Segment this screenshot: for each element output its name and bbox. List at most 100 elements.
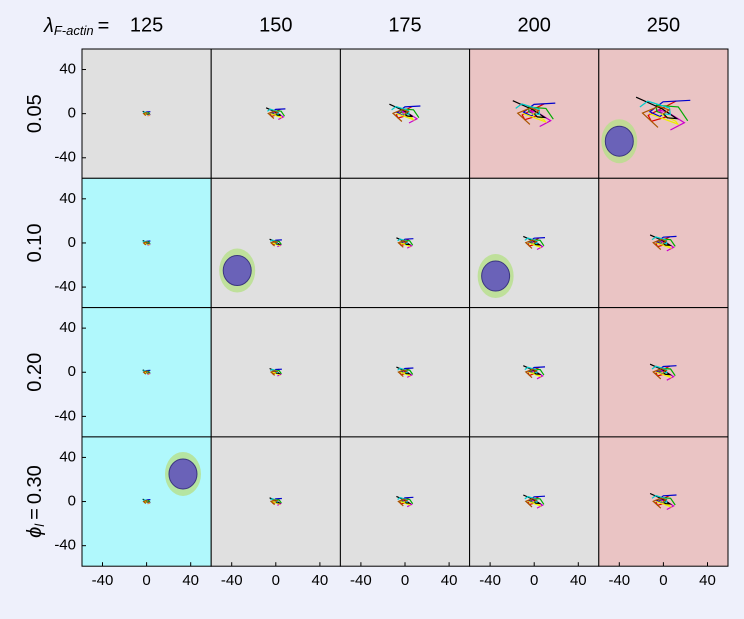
trajectory xyxy=(524,495,538,503)
column-label: 150 xyxy=(259,14,292,36)
row-equals: = xyxy=(24,508,46,520)
y-tick-label: 0 xyxy=(68,363,76,380)
trajectory xyxy=(649,363,673,376)
trajectory xyxy=(656,371,673,379)
trajectory xyxy=(397,369,409,378)
trajectory xyxy=(396,112,415,121)
trajectory xyxy=(512,100,547,119)
row-label: 0.05 xyxy=(24,94,46,133)
trajectory xyxy=(396,105,421,117)
trajectory xyxy=(655,494,677,504)
x-tick-label: -40 xyxy=(221,572,243,589)
y-tick-label: 0 xyxy=(68,105,76,122)
trajectory xyxy=(400,500,412,507)
trajectory xyxy=(528,106,554,120)
trajectory xyxy=(397,238,408,245)
trajectory xyxy=(397,496,408,503)
column-param: λF-actin = xyxy=(43,15,109,38)
x-tick-label: 0 xyxy=(530,572,538,589)
trajectory xyxy=(649,492,673,505)
row-label: 0.10 xyxy=(24,223,46,262)
trajectory xyxy=(142,499,149,504)
y-tick-label: 0 xyxy=(68,234,76,251)
y-tick-label: -40 xyxy=(54,407,76,424)
cell-body xyxy=(481,260,511,292)
trajectory xyxy=(516,107,541,125)
equals: = xyxy=(98,15,110,37)
row-param: ϕ xyxy=(24,527,46,538)
trajectory xyxy=(655,365,677,375)
cell-body xyxy=(168,458,198,490)
trajectory xyxy=(142,370,149,375)
trajectory xyxy=(396,495,412,504)
trajectory xyxy=(528,242,542,249)
param-sub: F-actin xyxy=(54,23,94,38)
trajectory xyxy=(522,102,556,117)
cell-body xyxy=(222,255,252,287)
y-tick-label: 40 xyxy=(59,60,76,77)
x-tick-label: 40 xyxy=(312,572,329,589)
trajectory xyxy=(524,237,538,245)
trajectory xyxy=(522,112,548,124)
x-tick-label: 40 xyxy=(441,572,458,589)
trajectory xyxy=(524,366,538,374)
trajectory xyxy=(524,497,538,508)
trajectory xyxy=(391,105,410,116)
trajectory xyxy=(397,240,409,248)
trajectory xyxy=(652,497,668,509)
trajectory xyxy=(142,111,149,117)
trajectory xyxy=(524,368,538,379)
trajectory xyxy=(527,495,546,504)
trajectory xyxy=(528,371,542,378)
trajectory xyxy=(652,238,668,251)
row-value: 0.30 xyxy=(24,465,46,504)
x-tick-label: 40 xyxy=(182,572,199,589)
trajectory xyxy=(397,367,408,374)
trajectory xyxy=(527,366,546,375)
row-label: 0.20 xyxy=(24,353,46,392)
row-param-sub: l xyxy=(32,523,47,527)
x-tick-label: 0 xyxy=(659,572,667,589)
trajectory xyxy=(270,113,283,119)
row-label: ϕl = 0.30 xyxy=(24,465,47,538)
y-tick-label: 40 xyxy=(59,448,76,465)
x-tick-label: 40 xyxy=(570,572,587,589)
cell-body xyxy=(604,125,634,157)
trajectory xyxy=(267,108,279,115)
trajectory xyxy=(397,498,409,507)
x-tick-label: -40 xyxy=(350,572,372,589)
x-tick-label: 0 xyxy=(142,572,150,589)
x-tick-label: -40 xyxy=(479,572,501,589)
trajectory xyxy=(651,494,668,503)
trajectory xyxy=(523,235,542,246)
trajectory xyxy=(523,365,542,375)
trajectory xyxy=(269,369,279,376)
trajectory xyxy=(649,234,673,247)
column-label: 175 xyxy=(388,14,421,36)
row-value: 0.10 xyxy=(24,223,46,262)
y-tick-label: 0 xyxy=(68,493,76,510)
trajectory xyxy=(528,500,542,507)
trajectory xyxy=(523,494,542,505)
trajectory xyxy=(655,104,689,122)
trajectory xyxy=(639,100,671,116)
trajectory xyxy=(265,107,281,116)
column-label: 125 xyxy=(130,14,163,36)
param-symbol: λ xyxy=(43,15,54,37)
trajectory xyxy=(656,500,673,508)
row-value: 0.05 xyxy=(24,94,46,133)
trajectory xyxy=(527,237,546,245)
trajectory xyxy=(391,108,410,122)
trajectory xyxy=(142,241,149,246)
column-label: 250 xyxy=(647,14,680,36)
column-label: 200 xyxy=(518,14,551,36)
trajectory xyxy=(648,112,680,126)
trajectory xyxy=(396,366,412,375)
trajectory xyxy=(524,239,538,249)
x-tick-label: 0 xyxy=(272,572,280,589)
y-tick-label: -40 xyxy=(54,149,76,166)
trajectory xyxy=(400,371,412,377)
trajectory xyxy=(655,235,677,246)
trajectory xyxy=(651,365,668,374)
